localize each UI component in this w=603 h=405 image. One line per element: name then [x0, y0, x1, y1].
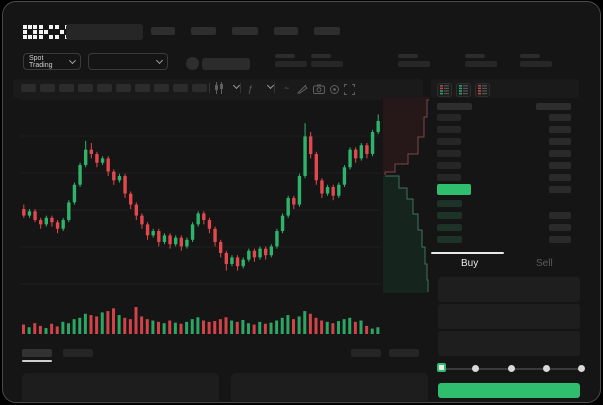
interval-button[interactable]: [135, 84, 150, 92]
buy-submit-button[interactable]: [438, 383, 580, 398]
slider-stop[interactable]: [507, 365, 515, 372]
orders-table-right: [231, 373, 428, 401]
orderbook-price-header: [437, 103, 472, 110]
slider-stop[interactable]: [472, 365, 480, 372]
draw-icon[interactable]: [297, 83, 308, 94]
slider-stop[interactable]: [542, 365, 550, 372]
book-asks-icon[interactable]: [475, 83, 490, 97]
header-nav[interactable]: [151, 27, 340, 35]
bid-row[interactable]: [437, 212, 571, 219]
total-field[interactable]: [438, 331, 580, 356]
indicator-button[interactable]: ƒ: [248, 84, 254, 94]
line-tools-icon[interactable]: ~: [284, 83, 290, 93]
interval-button[interactable]: [173, 84, 188, 92]
nav-item[interactable]: [232, 27, 258, 35]
ticker-stat: [311, 54, 343, 67]
interval-button[interactable]: [78, 84, 93, 92]
tab-buy[interactable]: Buy: [461, 258, 479, 269]
header-button[interactable]: [202, 58, 250, 70]
orders-action-1[interactable]: [351, 349, 381, 357]
active-tab-indicator: [431, 252, 504, 254]
ticker-stat: [398, 54, 430, 67]
market-type-label: Spot Trading: [29, 54, 53, 69]
ask-row[interactable]: [437, 150, 571, 157]
chevron-down-icon: [155, 56, 164, 64]
interval-button[interactable]: [116, 84, 131, 92]
interval-button[interactable]: [59, 84, 74, 92]
ask-row[interactable]: [437, 174, 571, 181]
amount-slider[interactable]: [437, 363, 587, 375]
interval-button[interactable]: [192, 84, 207, 92]
ask-row[interactable]: [437, 114, 571, 121]
interval-button[interactable]: [154, 84, 169, 92]
ticker-stat: [465, 54, 497, 67]
volume-chart: [22, 307, 380, 334]
slider-stop[interactable]: [578, 365, 585, 372]
orders-tab-underline: [22, 360, 52, 362]
okx-logo: [23, 25, 69, 39]
interval-button[interactable]: [40, 84, 55, 92]
ask-row[interactable]: [437, 162, 571, 169]
nav-item[interactable]: [151, 27, 175, 35]
orderbook-view-toggles: [437, 83, 490, 97]
divider: [209, 83, 210, 93]
amount-field[interactable]: [438, 304, 580, 329]
orders-tab-active[interactable]: [22, 349, 52, 357]
divider: [274, 83, 275, 93]
orders-table-left: [22, 373, 219, 401]
last-price-badge[interactable]: [437, 184, 471, 195]
book-combined-icon[interactable]: [437, 83, 452, 97]
ask-row[interactable]: [437, 138, 571, 145]
interval-button[interactable]: [97, 84, 112, 92]
settings-icon[interactable]: [329, 84, 340, 95]
chevron-down-icon: [69, 56, 77, 64]
search-input[interactable]: [66, 24, 143, 40]
candle-type-button[interactable]: [214, 82, 224, 94]
avatar[interactable]: [186, 57, 199, 70]
pair-dropdown[interactable]: [88, 53, 168, 70]
trade-tabs: Buy Sell: [431, 250, 581, 270]
candlestick-chart[interactable]: [21, 97, 381, 295]
bid-row[interactable]: [437, 200, 571, 207]
nav-item[interactable]: [274, 27, 298, 35]
ticker-stats: [275, 54, 575, 68]
ticker-stat: [275, 54, 307, 67]
fullscreen-icon[interactable]: [344, 84, 355, 95]
last-price-amount-placeholder: [549, 186, 571, 193]
interval-buttons[interactable]: [21, 84, 207, 92]
bid-row[interactable]: [437, 224, 571, 231]
orders-tab-2[interactable]: [63, 349, 93, 357]
orders-action-2[interactable]: [389, 349, 419, 357]
camera-icon[interactable]: [313, 84, 325, 94]
interval-button[interactable]: [21, 84, 36, 92]
divider: [240, 83, 241, 93]
market-type-dropdown[interactable]: Spot Trading: [23, 53, 81, 70]
book-bids-icon[interactable]: [456, 83, 471, 97]
price-field[interactable]: [438, 277, 580, 302]
slider-handle[interactable]: [437, 363, 446, 372]
bid-row[interactable]: [437, 236, 571, 243]
tab-sell[interactable]: Sell: [536, 258, 553, 269]
nav-item[interactable]: [191, 27, 216, 35]
ask-row[interactable]: [437, 126, 571, 133]
ticker-stat: [520, 54, 552, 67]
orderbook-amount-header: [536, 103, 571, 110]
nav-item[interactable]: [314, 27, 340, 35]
depth-chart: [383, 97, 429, 293]
candlestick-icon: [215, 82, 223, 94]
